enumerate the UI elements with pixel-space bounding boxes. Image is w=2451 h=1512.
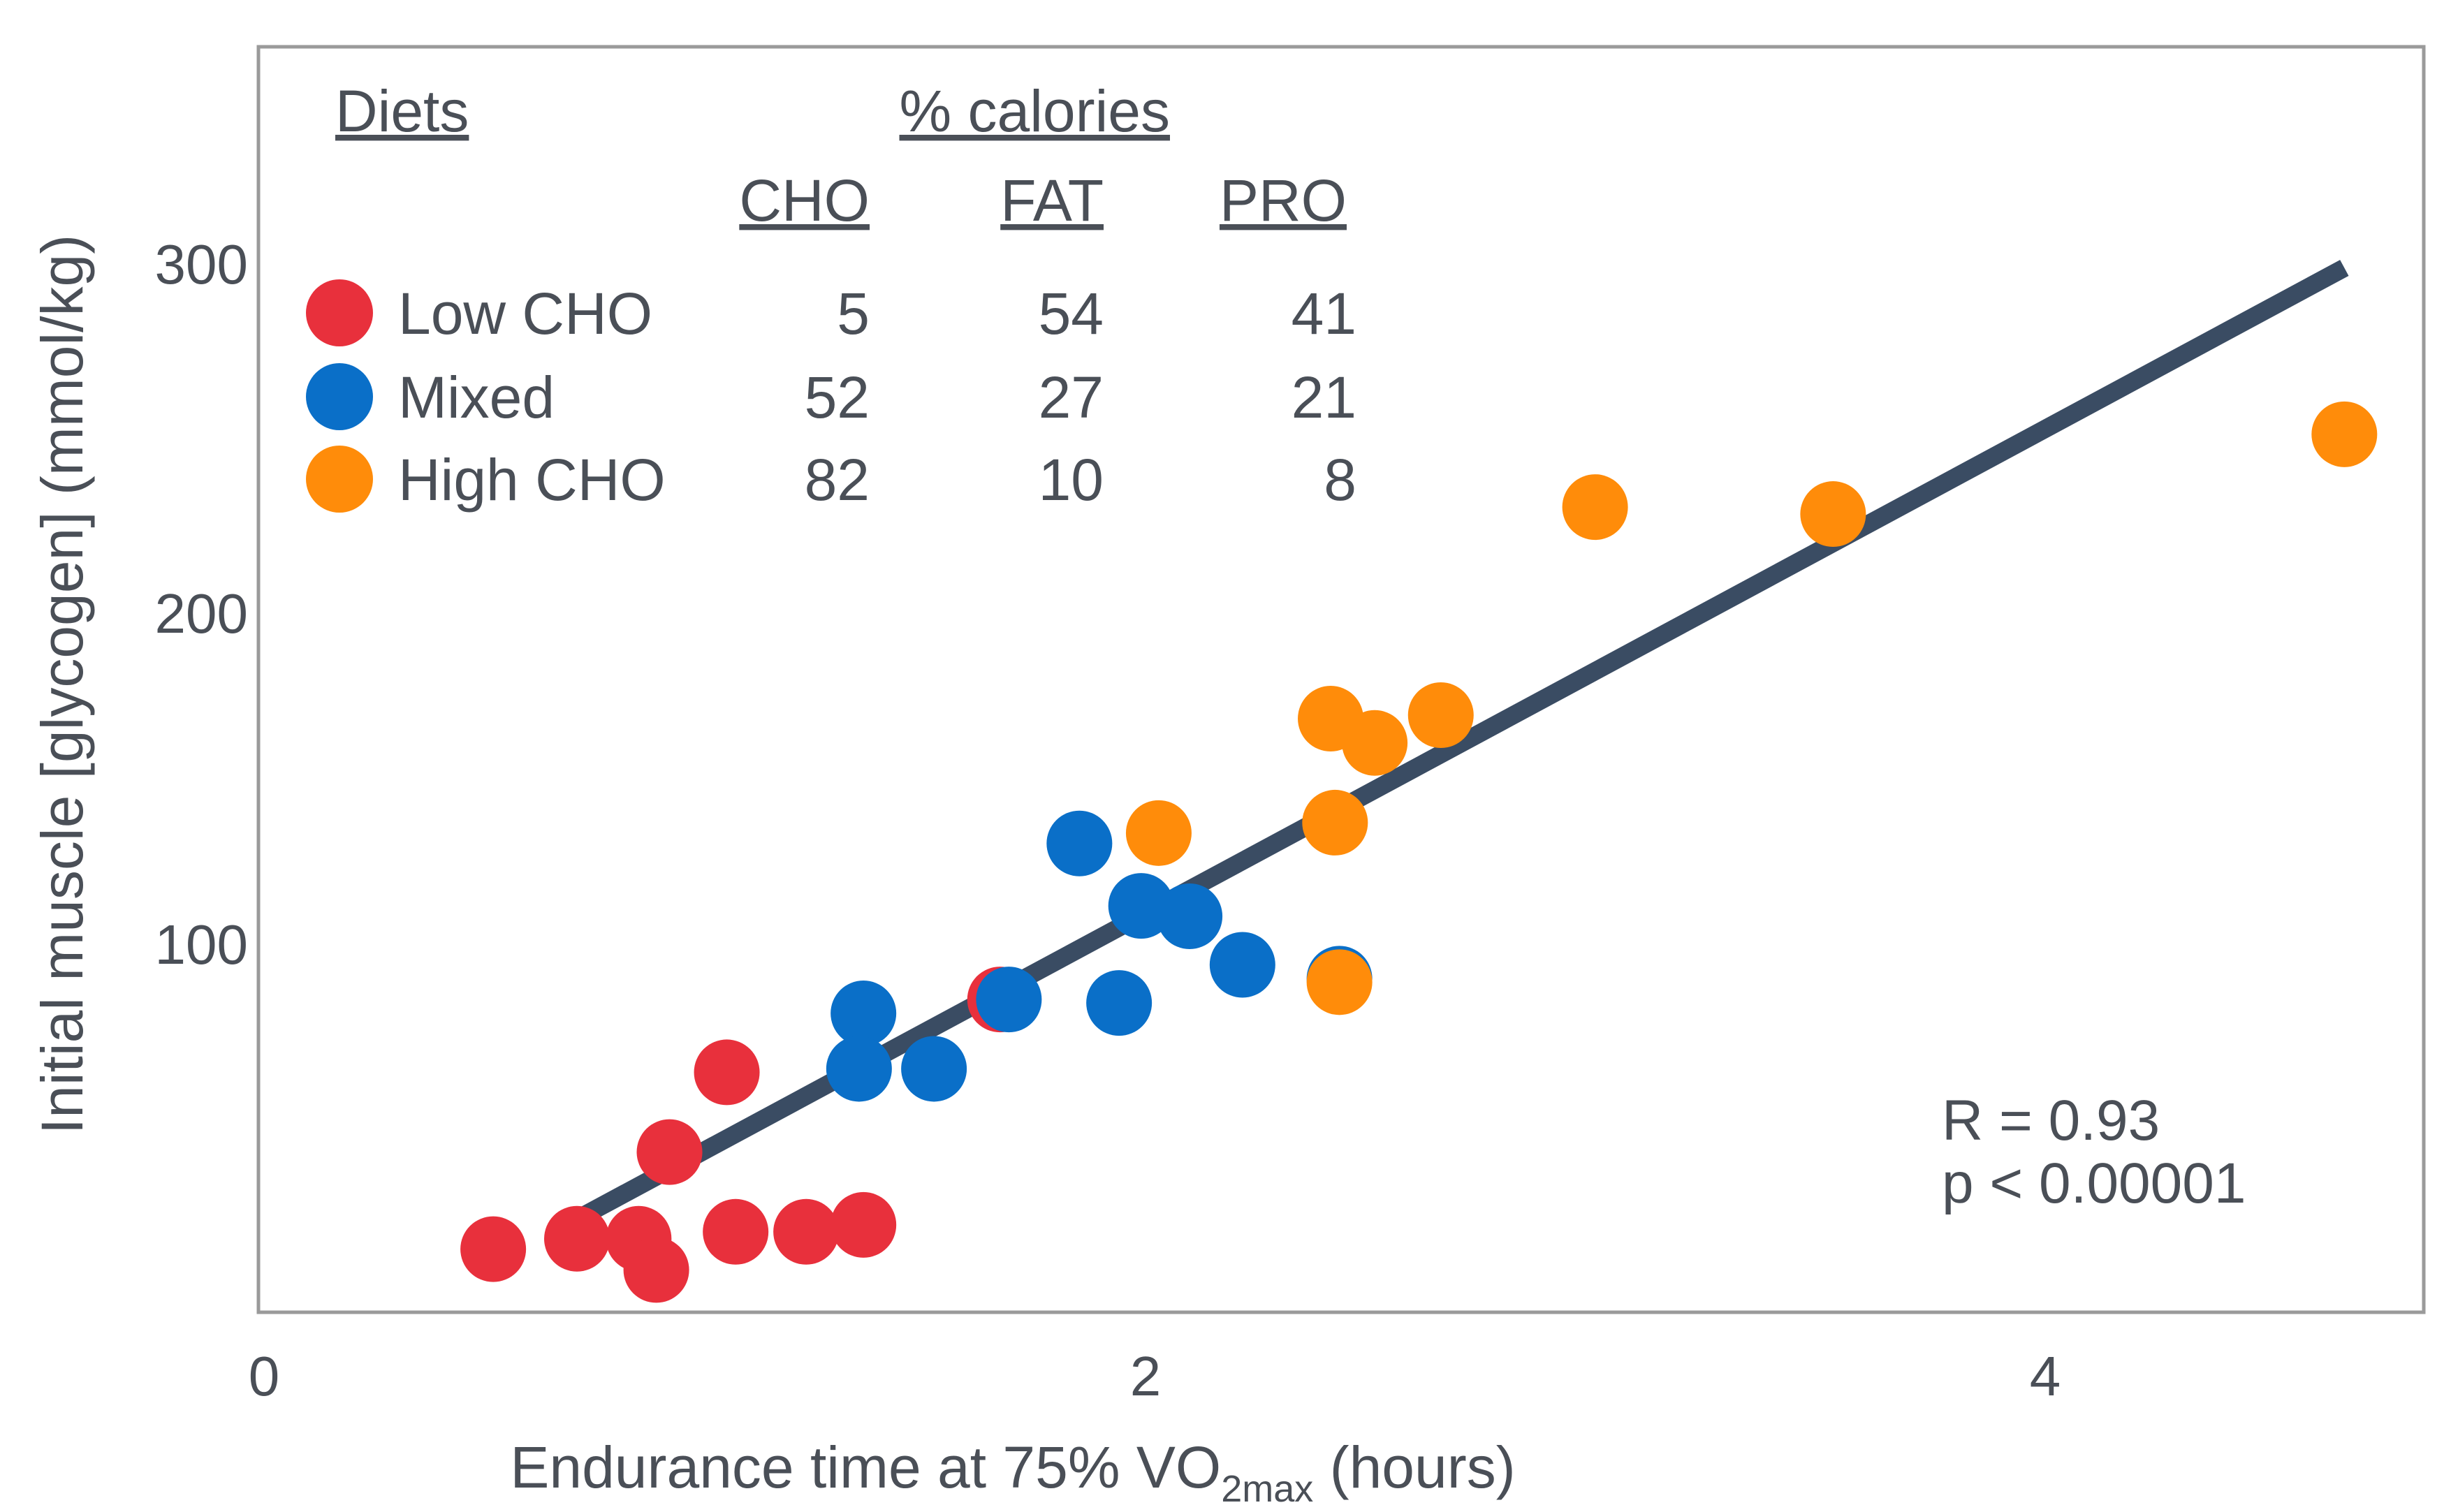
- legend-marker-high-cho: [306, 446, 373, 513]
- data-point-mixed: [1086, 970, 1153, 1036]
- data-point-low-cho: [544, 1205, 610, 1272]
- data-point-low-cho: [460, 1216, 527, 1282]
- r-value-annotation: R = 0.93: [1942, 1089, 2160, 1152]
- data-point-low-cho: [636, 1119, 703, 1185]
- data-point-low-cho: [831, 1191, 897, 1258]
- y-tick-label: 300: [155, 233, 248, 295]
- data-point-mixed: [826, 1036, 892, 1102]
- data-point-mixed: [1157, 883, 1223, 949]
- legend-label-mixed: Mixed: [398, 365, 555, 430]
- legend-value: 10: [1039, 447, 1104, 513]
- legend-value: 54: [1039, 281, 1104, 346]
- legend-value: 41: [1292, 281, 1356, 346]
- data-point-low-cho: [703, 1198, 769, 1265]
- data-point-high-cho: [1407, 682, 1474, 749]
- y-tick-label: 100: [155, 913, 248, 976]
- y-axis-title: Initial muscle [glycogen] (mmol/kg): [29, 235, 95, 1134]
- data-point-mixed: [831, 981, 897, 1047]
- y-tick-label: 200: [155, 582, 248, 645]
- data-point-mixed: [1209, 932, 1275, 998]
- legend-column-header: CHO: [739, 168, 870, 233]
- x-tick-label: 0: [249, 1345, 280, 1407]
- legend-group-header: % calories: [900, 78, 1170, 144]
- x-tick-label: 2: [1130, 1345, 1162, 1407]
- legend-value: 52: [805, 365, 870, 430]
- legend-column-header: PRO: [1220, 168, 1347, 233]
- legend-value: 82: [805, 447, 870, 513]
- x-tick-label: 4: [2030, 1345, 2061, 1407]
- legend-marker-mixed: [306, 363, 373, 430]
- data-point-high-cho: [1562, 474, 1628, 541]
- legend: Diets % calories CHO FAT PRO Low CHO 5 5…: [306, 78, 1356, 513]
- data-point-mixed: [1046, 810, 1113, 876]
- data-point-mixed: [901, 1036, 967, 1102]
- data-point-high-cho: [1342, 710, 1408, 776]
- data-points: [460, 401, 2378, 1303]
- data-point-high-cho: [1125, 800, 1192, 866]
- x-axis-title: Endurance time at 75% VO2max (hours): [510, 1434, 1515, 1510]
- data-point-low-cho: [694, 1039, 760, 1106]
- legend-column-header: FAT: [1000, 168, 1104, 233]
- legend-title: Diets: [335, 78, 469, 144]
- legend-value: 27: [1039, 365, 1104, 430]
- data-point-high-cho: [1800, 481, 1866, 548]
- data-point-mixed: [976, 967, 1042, 1033]
- data-point-low-cho: [773, 1198, 840, 1265]
- data-point-low-cho: [623, 1237, 689, 1303]
- data-point-high-cho: [1306, 949, 1373, 1015]
- data-point-high-cho: [2311, 401, 2378, 467]
- legend-label-high-cho: High CHO: [398, 447, 666, 513]
- legend-value: 21: [1292, 365, 1356, 430]
- legend-value: 5: [837, 281, 870, 346]
- data-point-high-cho: [1302, 789, 1368, 856]
- plot-frame: [256, 45, 2426, 1314]
- p-value-annotation: p < 0.00001: [1942, 1152, 2246, 1215]
- legend-value: 8: [1324, 447, 1356, 513]
- legend-marker-low-cho: [306, 279, 373, 346]
- legend-label-low-cho: Low CHO: [398, 281, 652, 346]
